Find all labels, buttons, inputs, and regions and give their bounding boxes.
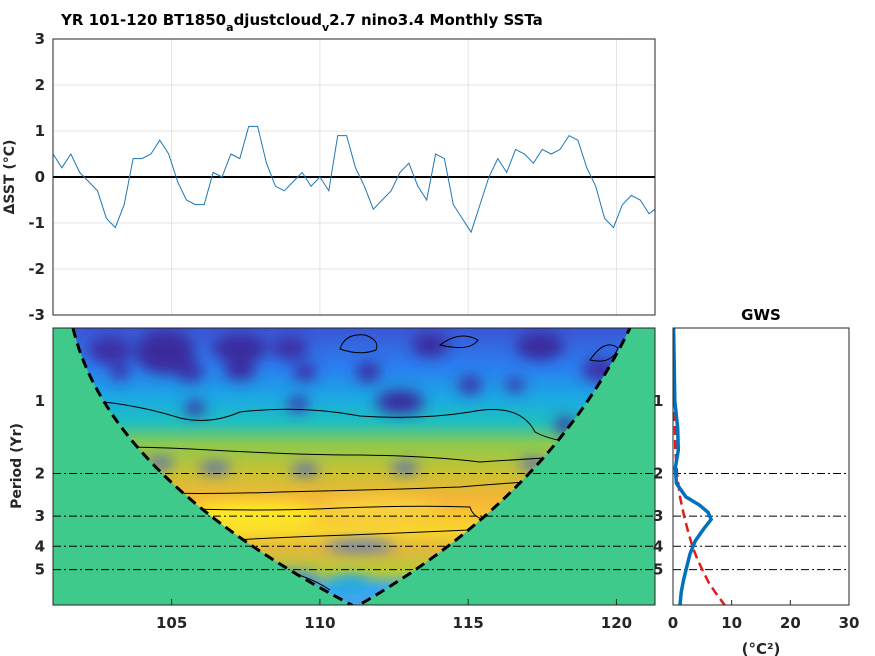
gws-title: GWS — [741, 306, 781, 324]
gws-panel: GWS 0 10 20 30 1 2 3 4 5 (°C²) — [653, 306, 859, 656]
gws-plot-area — [673, 328, 849, 605]
gws-y-tick-label: 3 — [653, 507, 663, 525]
timeseries-y-tick-label: 2 — [35, 76, 45, 94]
wavelet-y-tick-label: 4 — [35, 537, 45, 555]
sst-anomaly-line — [53, 125, 655, 234]
timeseries-y-tick-label: -3 — [28, 306, 45, 324]
gws-y-tick-label: 2 — [653, 465, 663, 483]
wavelet-y-tick-label: 1 — [35, 392, 45, 410]
timeseries-y-tick-label: 0 — [35, 168, 45, 186]
gws-x-tick-label: 10 — [721, 614, 742, 632]
timeseries-panel: 3 2 1 0 -1 -2 -3 ΔSST (°C) — [2, 30, 656, 324]
gws-x-tick-label: 30 — [839, 614, 860, 632]
wavelet-x-ticks: 105 110 115 120 — [156, 599, 632, 632]
period-reference-lines — [53, 473, 655, 571]
timeseries-y-tick-label: 1 — [35, 122, 45, 140]
gws-x-ticks: 0 10 20 30 — [668, 600, 860, 632]
timeseries-axes-box — [52, 38, 656, 316]
wavelet-y-tick-label: 5 — [35, 561, 45, 579]
cone-of-influence — [71, 328, 632, 605]
wavelet-y-tick-label: 3 — [35, 507, 45, 525]
gws-x-tick-label: 0 — [668, 614, 678, 632]
timeseries-y-ticks: 3 2 1 0 -1 -2 -3 — [28, 30, 45, 324]
gws-y-ticks: 1 2 3 4 5 — [653, 392, 663, 579]
gws-significance-line — [673, 328, 726, 605]
timeseries-y-tick-label: 3 — [35, 30, 45, 48]
wavelet-y-tick-label: 2 — [35, 465, 45, 483]
wavelet-y-axis-label: Period (Yr) — [9, 423, 25, 509]
gws-period-lines — [673, 473, 849, 571]
wavelet-axes-box — [52, 327, 656, 606]
chart-title: YR 101-120 BT1850adjustcloudv2.7 nino3.4… — [60, 11, 543, 34]
gws-y-tick-label: 4 — [653, 537, 663, 555]
wavelet-x-tick-label: 110 — [304, 614, 335, 632]
gws-y-tick-label: 5 — [653, 561, 663, 579]
wavelet-x-tick-label: 120 — [601, 614, 632, 632]
wavelet-panel: 105 110 115 120 1 2 3 4 5 Period (Yr) — [9, 327, 656, 632]
wavelet-x-tick-label: 115 — [453, 614, 484, 632]
wavelet-x-tick-label: 105 — [156, 614, 187, 632]
timeseries-y-tick-label: -2 — [28, 260, 45, 278]
gws-x-tick-label: 20 — [780, 614, 801, 632]
gws-y-tick-label: 1 — [653, 392, 663, 410]
gws-axes-box — [672, 327, 850, 606]
gws-x-axis-label: (°C²) — [742, 640, 781, 656]
gws-spectrum-line — [673, 328, 714, 605]
timeseries-y-tick-label: -1 — [28, 214, 45, 232]
wavelet-y-ticks: 1 2 3 4 5 — [35, 392, 45, 579]
timeseries-y-axis-label: ΔSST (°C) — [2, 140, 18, 215]
